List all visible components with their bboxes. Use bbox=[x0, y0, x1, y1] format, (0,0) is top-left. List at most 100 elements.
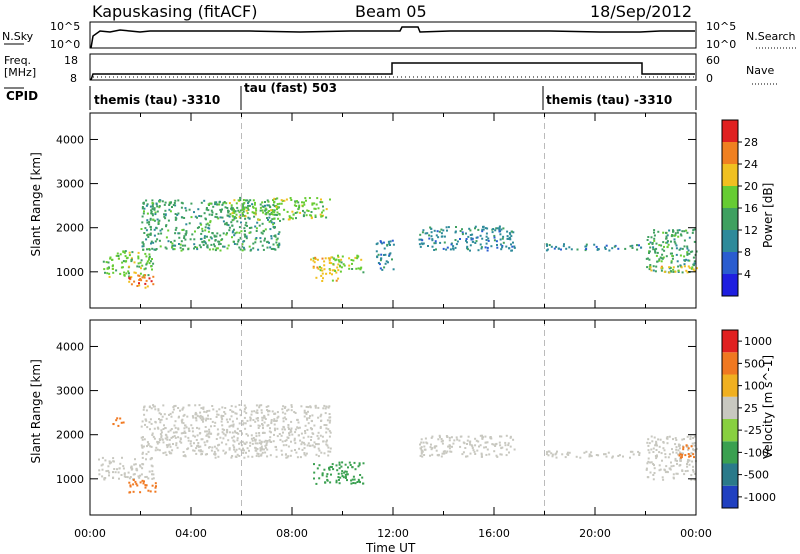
velocity-echo-cell bbox=[421, 455, 424, 458]
power-echo-cell bbox=[387, 240, 390, 243]
power-echo-cell bbox=[225, 233, 228, 236]
power-echo-cell bbox=[317, 267, 320, 270]
velocity-echo-cell bbox=[311, 432, 314, 435]
power-echo-cell bbox=[677, 235, 680, 238]
power-echo-cell bbox=[145, 238, 148, 241]
power-echo-cell bbox=[239, 209, 242, 212]
velocity-echo-cell bbox=[194, 404, 197, 407]
velocity-echo-cell bbox=[177, 436, 180, 439]
velocity-colorbar-tick-label: -500 bbox=[744, 469, 769, 482]
velocity-echo-cell bbox=[151, 484, 154, 487]
velocity-echo-cell bbox=[139, 491, 142, 494]
velocity-colorbar-tick-label: 1000 bbox=[744, 335, 772, 348]
power-echo-cell bbox=[241, 212, 244, 214]
velocity-echo-cell bbox=[320, 419, 323, 422]
power-echo-cell bbox=[487, 237, 490, 240]
velocity-echo-cell bbox=[494, 445, 497, 447]
power-echo-cell bbox=[305, 199, 307, 202]
velocity-echo-cell bbox=[205, 411, 208, 414]
velocity-echo-cell bbox=[443, 452, 446, 455]
power-echo-cell bbox=[392, 268, 395, 271]
velocity-echo-cell bbox=[693, 435, 696, 438]
velocity-echo-cell bbox=[194, 435, 196, 438]
power-echo-cell bbox=[652, 248, 655, 251]
velocity-echo-cell bbox=[674, 437, 677, 440]
velocity-echo-cell bbox=[459, 445, 462, 448]
power-echo-cell bbox=[224, 206, 227, 209]
velocity-echo-cell bbox=[129, 484, 132, 487]
velocity-echo-cell bbox=[238, 455, 241, 457]
power-echo-cell bbox=[119, 253, 122, 256]
velocity-echo-cell bbox=[622, 455, 624, 458]
power-echo-cell bbox=[247, 208, 250, 211]
velocity-echo-cell bbox=[337, 472, 340, 475]
velocity-echo-cell bbox=[221, 406, 224, 409]
velocity-echo-cell bbox=[474, 437, 477, 440]
power-echo-cell bbox=[321, 201, 324, 204]
power-echo-cell bbox=[653, 231, 655, 234]
power-echo-cell bbox=[290, 216, 293, 219]
velocity-echo-cell bbox=[100, 464, 103, 467]
power-echo-cell bbox=[388, 253, 391, 256]
power-echo-cell bbox=[494, 229, 497, 232]
power-echo-cell bbox=[163, 213, 165, 216]
power-echo-cell bbox=[145, 229, 148, 232]
velocity-echo-cell bbox=[590, 455, 593, 458]
velocity-echo-cell bbox=[276, 427, 279, 430]
velocity-echo-cell bbox=[662, 441, 665, 444]
power-echo-cell bbox=[138, 274, 141, 277]
power-echo-cell bbox=[553, 247, 556, 250]
power-echo-cell bbox=[422, 242, 425, 245]
power-echo-cell bbox=[310, 258, 312, 261]
velocity-echo-cell bbox=[197, 444, 200, 447]
velocity-echo-cell bbox=[604, 453, 607, 456]
velocity-echo-cell bbox=[658, 469, 661, 472]
velocity-echo-cell bbox=[472, 449, 475, 452]
power-echo-cell bbox=[188, 222, 191, 225]
power-echo-cell bbox=[128, 280, 131, 283]
power-echo-cell bbox=[239, 248, 242, 251]
power-echo-cell bbox=[685, 269, 688, 272]
power-echo-cell bbox=[194, 246, 197, 248]
power-echo-cell bbox=[275, 205, 278, 208]
velocity-echo-region-8 bbox=[678, 444, 695, 459]
power-echo-cell bbox=[511, 249, 513, 252]
velocity-echo-cell bbox=[319, 427, 322, 429]
power-echo-cell bbox=[659, 256, 662, 259]
velocity-echo-cell bbox=[499, 444, 502, 447]
velocity-echo-cell bbox=[340, 472, 343, 475]
power-echo-cell bbox=[131, 251, 134, 254]
power-echo-cell bbox=[486, 246, 489, 249]
velocity-echo-cell bbox=[327, 428, 330, 431]
power-echo-cell bbox=[276, 208, 278, 211]
velocity-echo-cell bbox=[317, 416, 320, 419]
power-echo-cell bbox=[151, 247, 154, 250]
velocity-echo-cell bbox=[293, 439, 296, 442]
power-echo-cell bbox=[672, 230, 674, 233]
power-echo-cell bbox=[242, 240, 245, 243]
velocity-echo-cell bbox=[317, 455, 320, 458]
power-echo-cell bbox=[174, 213, 177, 215]
velocity-echo-cell bbox=[273, 433, 275, 436]
power-echo-cell bbox=[679, 247, 682, 250]
power-echo-cell bbox=[215, 247, 218, 250]
power-echo-cell bbox=[145, 279, 148, 282]
power-echo-cell bbox=[138, 279, 141, 281]
velocity-echo-cell bbox=[284, 440, 287, 442]
velocity-echo-cell bbox=[654, 443, 657, 446]
velocity-echo-cell bbox=[324, 407, 327, 410]
velocity-echo-cell bbox=[236, 453, 239, 456]
power-echo-cell bbox=[180, 249, 183, 252]
power-colorbar-label: Power [dB] bbox=[761, 183, 775, 248]
power-echo-cell bbox=[498, 226, 501, 229]
power-echo-cell bbox=[149, 218, 152, 221]
power-echo-cell bbox=[136, 265, 139, 268]
power-echo-region-6 bbox=[375, 239, 395, 271]
power-echo-cell bbox=[241, 249, 244, 252]
power-echo-cell bbox=[249, 199, 252, 202]
power-echo-cell bbox=[671, 257, 674, 260]
power-echo-cell bbox=[209, 221, 212, 224]
power-echo-cell bbox=[248, 204, 251, 207]
power-echo-cell bbox=[164, 217, 167, 220]
velocity-echo-cell bbox=[551, 455, 554, 458]
